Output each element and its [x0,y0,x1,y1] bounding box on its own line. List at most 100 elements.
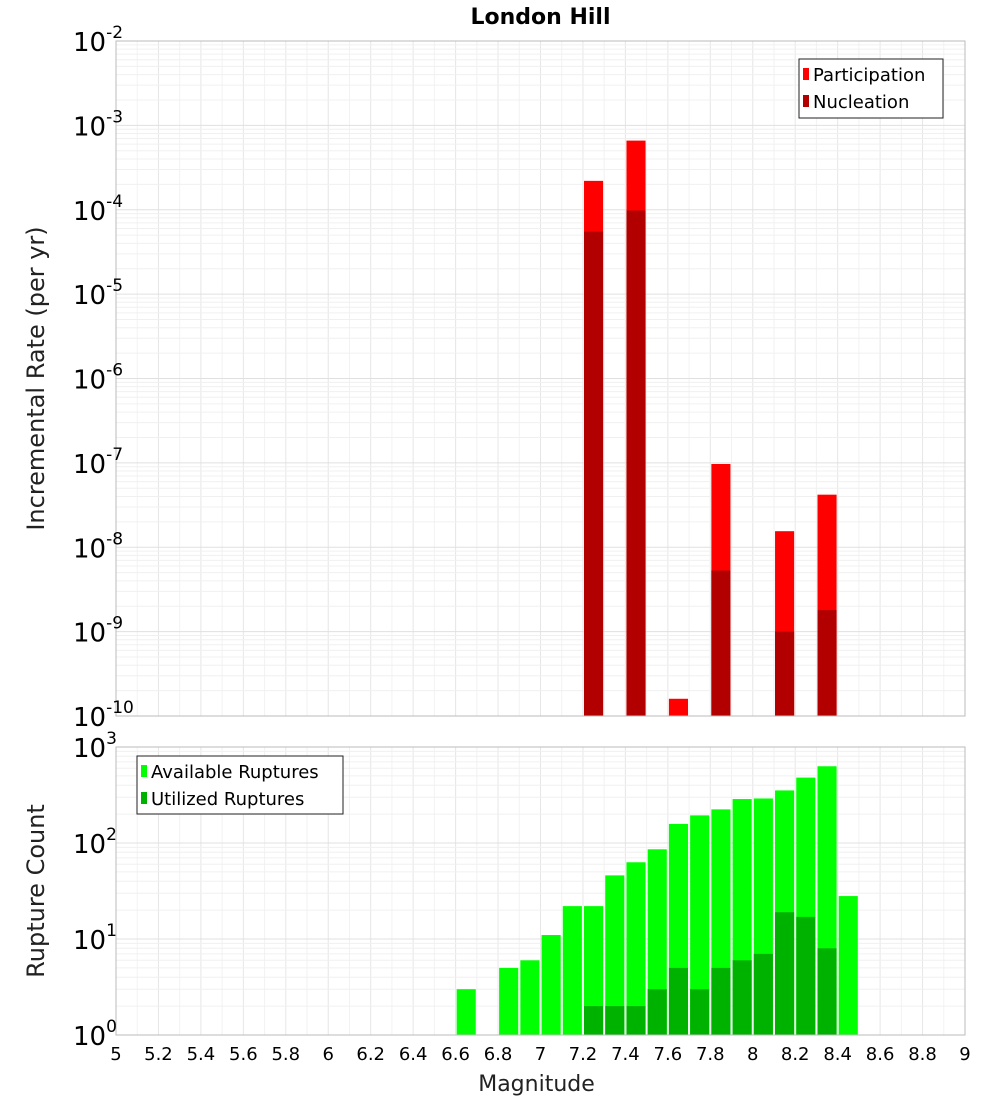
bar-available-ruptures [838,896,858,1035]
grid-layer [115,41,966,1036]
bar-utilized-ruptures [605,1006,625,1035]
bar-utilized-ruptures [711,967,731,1035]
y-tick-label: 10-8 [73,529,123,564]
legend-label: Participation [813,65,925,86]
legend-label: Nucleation [813,92,909,113]
y-tick-base: 10 [73,197,106,227]
y-tick-label: 10-4 [73,192,123,227]
bar-available-ruptures [520,960,540,1035]
bar-available-ruptures [584,906,604,1035]
x-tick-label: 5.4 [187,1044,216,1065]
y-axis-label: Incremental Rate (per yr) [22,226,50,530]
bar-nucleation [775,631,795,716]
y-tick-label: 10-2 [73,23,123,58]
y-tick-exponent: -6 [106,361,123,381]
y-tick-label: 10-3 [73,107,123,142]
y-tick-base: 10 [73,734,106,764]
y-tick-label: 101 [73,921,117,956]
bar-available-ruptures [690,815,710,1035]
bar-available-ruptures [647,849,667,1035]
y-tick-exponent: -3 [106,107,123,127]
bar-nucleation [711,570,731,716]
bar-available-ruptures [541,935,561,1035]
y-tick-label: 10-5 [73,276,123,311]
y-tick-exponent: -9 [106,614,123,634]
bar-available-ruptures [456,989,476,1035]
y-tick-exponent: 2 [106,825,117,845]
x-tick-label: 5 [110,1044,121,1065]
bars-layer [456,140,858,1035]
x-tick-label: 7.6 [654,1044,683,1065]
x-tick-label: 6.6 [441,1044,470,1065]
y-tick-base: 10 [73,619,106,649]
legend-swatch [141,765,147,777]
bar-utilized-ruptures [775,912,795,1035]
bar-utilized-ruptures [732,960,752,1035]
y-axis-label: Rupture Count [22,804,50,978]
y-tick-label: 10-9 [73,614,123,649]
legend-swatch [803,95,809,107]
x-tick-label: 9 [959,1044,970,1065]
bar-available-ruptures [626,862,646,1035]
bar-utilized-ruptures [647,989,667,1035]
x-tick-label: 7.4 [611,1044,640,1065]
legend-label: Available Ruptures [151,762,319,783]
legend-swatch [141,792,147,804]
y-tick-base: 10 [73,926,106,956]
bar-utilized-ruptures [796,916,816,1035]
y-tick-base: 10 [73,112,106,142]
x-tick-label: 6.4 [399,1044,428,1065]
y-tick-base: 10 [73,1022,106,1052]
y-tick-base: 10 [73,281,106,311]
bar-utilized-ruptures [817,948,837,1035]
legend-box-1 [798,58,944,119]
y-tick-base: 10 [73,534,106,564]
y-tick-base: 10 [73,28,106,58]
frame-layer [115,40,966,1036]
text-layer: 10-1010-910-810-710-610-510-410-310-2Inc… [22,5,971,1097]
x-axis-label: Magnitude [478,1072,595,1097]
x-tick-label: 8.6 [866,1044,895,1065]
y-tick-exponent: 3 [106,729,117,749]
x-tick-label: 8 [747,1044,758,1065]
chart-title: London Hill [470,5,610,30]
y-tick-label: 102 [73,825,117,860]
x-tick-label: 7.8 [696,1044,725,1065]
bar-available-ruptures [499,967,519,1035]
legend-swatch [803,68,809,80]
x-tick-label: 6.8 [484,1044,513,1065]
x-tick-label: 7.2 [569,1044,598,1065]
bar-nucleation [626,210,646,716]
x-tick-label: 8.8 [908,1044,937,1065]
x-tick-label: 5.8 [271,1044,300,1065]
legend-box-2 [136,755,344,815]
bar-available-ruptures [605,875,625,1035]
bar-utilized-ruptures [584,1006,604,1035]
plot-frame-2 [115,746,966,1036]
bar-participation [668,698,689,716]
x-tick-label: 6 [323,1044,334,1065]
y-tick-exponent: -7 [106,445,123,465]
y-tick-exponent: 0 [106,1017,117,1037]
y-tick-base: 10 [73,703,106,733]
y-tick-base: 10 [73,450,106,480]
y-tick-label: 10-10 [73,698,134,733]
x-tick-label: 8.4 [823,1044,852,1065]
plot-frame-1 [115,40,966,717]
legend-layer: Participation Nucleation Available Rupture… [136,58,944,815]
x-tick-label: 6.2 [356,1044,385,1065]
y-tick-label: 100 [73,1017,117,1052]
y-tick-exponent: 1 [106,921,117,941]
y-tick-exponent: -10 [106,698,134,718]
x-tick-label: 7 [535,1044,546,1065]
y-tick-exponent: -5 [106,276,123,296]
bar-nucleation [584,231,604,716]
y-tick-exponent: -2 [106,23,123,43]
bar-utilized-ruptures [626,1006,646,1035]
y-tick-exponent: -8 [106,529,123,549]
y-tick-exponent: -4 [106,192,123,212]
y-tick-label: 103 [73,729,117,764]
x-tick-label: 5.6 [229,1044,258,1065]
y-tick-label: 10-6 [73,361,123,396]
y-tick-label: 10-7 [73,445,123,480]
